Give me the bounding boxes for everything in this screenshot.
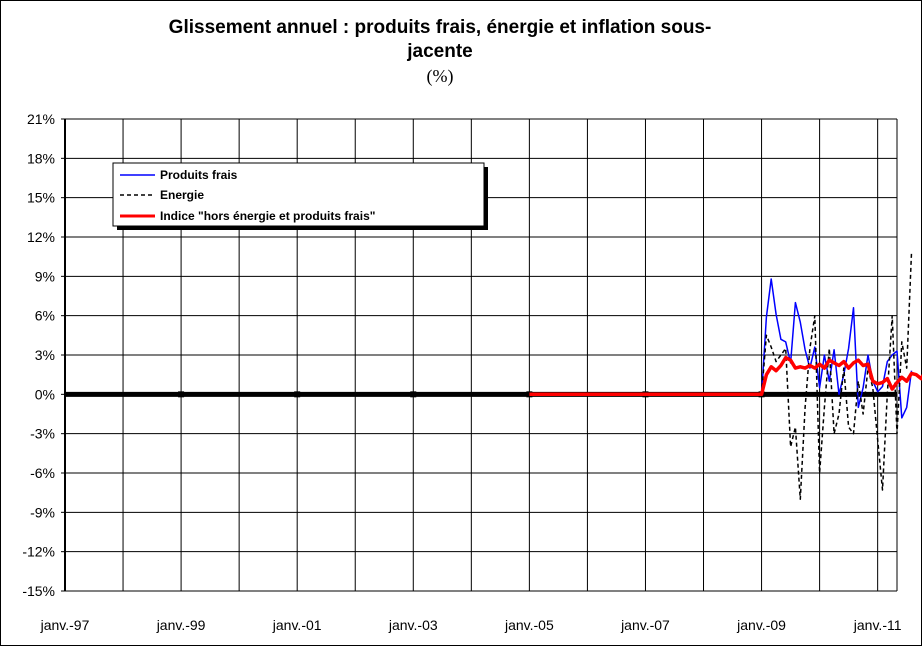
y-tick-label: 3%	[35, 347, 55, 363]
legend: Produits frais Energie Indice "hors énergi…	[112, 162, 488, 230]
series-line-energie	[760, 252, 913, 500]
zero-line-marker	[294, 391, 301, 398]
x-tick-label: janv.-07	[620, 617, 670, 633]
x-tick-label: janv.-05	[504, 617, 554, 633]
y-tick-label: -12%	[22, 544, 55, 560]
y-tick-label: 6%	[35, 308, 55, 324]
y-tick-label: -6%	[30, 465, 55, 481]
x-tick-label: janv.-09	[736, 617, 786, 633]
y-tick-label: 21%	[27, 111, 55, 127]
series-lines	[529, 252, 922, 500]
y-tick-label: 9%	[35, 268, 55, 284]
y-tick-label: -15%	[22, 583, 55, 599]
x-tick-label: janv.-97	[40, 617, 90, 633]
y-tick-label: 12%	[27, 229, 55, 245]
x-tick-label: janv.-11	[853, 617, 902, 633]
chart-unit: (%)	[426, 66, 454, 86]
legend-box	[112, 162, 485, 227]
y-tick-label: -3%	[30, 426, 55, 442]
series-line-indice-hors-energie	[529, 355, 922, 397]
chart-title-line2: jacente	[407, 41, 473, 62]
series-line-produits-frais	[760, 278, 913, 419]
legend-label: Energie	[160, 188, 204, 202]
legend-label: Produits frais	[160, 168, 238, 182]
zero-line-marker	[178, 391, 185, 398]
y-tick-label: 18%	[27, 150, 55, 166]
legend-label: Indice "hors énergie et produits frais"	[160, 209, 375, 223]
zero-line-marker	[526, 391, 533, 398]
y-tick-label: -9%	[30, 504, 55, 520]
zero-line-marker	[410, 391, 417, 398]
y-tick-label: 0%	[35, 386, 55, 402]
y-tick-label: 15%	[27, 190, 55, 206]
x-tick-label: janv.-03	[388, 617, 438, 633]
x-tick-label: janv.-01	[272, 617, 322, 633]
x-tick-label: janv.-99	[156, 617, 206, 633]
chart-title-line1: Glissement annuel : produits frais, éner…	[168, 17, 712, 38]
